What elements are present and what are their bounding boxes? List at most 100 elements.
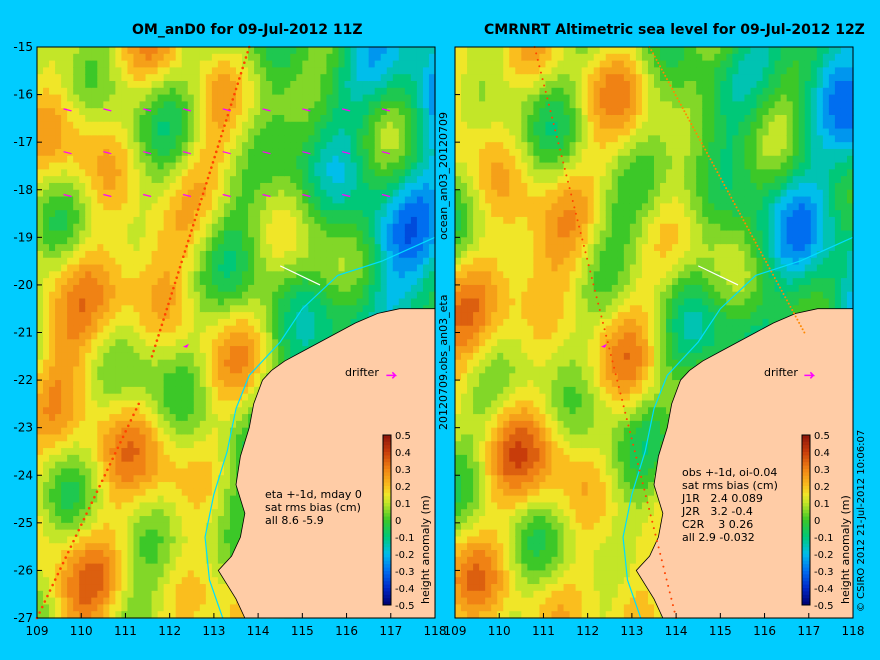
field-cell xyxy=(85,468,92,476)
field-cell xyxy=(211,420,219,429)
field-cell xyxy=(199,448,207,456)
field-cell xyxy=(181,114,189,123)
field-cell xyxy=(169,114,177,123)
field-cell xyxy=(43,318,50,327)
field-cell xyxy=(127,577,135,585)
field-cell xyxy=(187,196,195,204)
field-cell xyxy=(67,556,74,565)
field-cell xyxy=(139,264,147,272)
field-cell xyxy=(193,597,201,606)
field-cell xyxy=(127,352,135,361)
field-cell xyxy=(272,196,279,204)
field-cell xyxy=(211,74,219,82)
field-cell xyxy=(356,182,364,191)
field-cell xyxy=(284,155,291,164)
field-cell xyxy=(67,278,74,286)
field-cell xyxy=(145,216,153,225)
field-cell xyxy=(260,94,267,102)
field-cell xyxy=(91,291,98,300)
field-cell xyxy=(73,291,80,300)
field-cell xyxy=(229,366,237,374)
field-cell xyxy=(175,60,183,68)
field-cell xyxy=(320,87,328,96)
field-cell xyxy=(326,325,334,334)
field-cell xyxy=(97,250,104,259)
field-cell xyxy=(79,373,86,381)
field-cell xyxy=(55,121,62,130)
field-cell xyxy=(217,155,225,164)
field-cell xyxy=(260,74,267,82)
field-cell xyxy=(97,495,104,504)
field-cell xyxy=(127,448,135,456)
field-cell xyxy=(157,250,165,259)
field-cell xyxy=(145,94,153,102)
field-cell xyxy=(205,536,213,544)
field-cell xyxy=(211,230,219,238)
field-cell xyxy=(79,284,86,293)
field-cell xyxy=(169,189,177,198)
field-cell xyxy=(151,291,159,300)
field-cell xyxy=(43,346,50,354)
field-cell xyxy=(326,244,334,252)
field-cell xyxy=(73,318,80,327)
field-cell xyxy=(362,312,370,320)
field-cell xyxy=(169,352,177,361)
field-cell xyxy=(193,393,201,402)
field-cell xyxy=(181,461,189,470)
field-cell xyxy=(37,305,44,313)
field-cell xyxy=(121,366,129,374)
field-cell xyxy=(85,509,92,517)
field-cell xyxy=(61,67,68,75)
field-cell xyxy=(320,264,328,272)
field-cell xyxy=(386,230,394,238)
field-cell xyxy=(290,47,297,55)
field-cell xyxy=(326,128,334,136)
field-cell xyxy=(205,339,213,347)
field-cell xyxy=(278,346,285,354)
field-cell xyxy=(133,250,141,259)
field-cell xyxy=(229,60,237,68)
field-cell xyxy=(181,380,189,388)
field-cell xyxy=(248,359,255,368)
field-cell xyxy=(236,291,243,300)
field-cell xyxy=(121,291,129,300)
field-cell xyxy=(169,121,177,130)
field-cell xyxy=(211,393,219,402)
field-cell xyxy=(175,352,183,361)
field-cell xyxy=(272,182,279,191)
field-cell xyxy=(55,448,62,456)
field-cell xyxy=(103,312,110,320)
field-cell xyxy=(115,74,123,82)
field-cell xyxy=(344,60,352,68)
field-cell xyxy=(229,352,237,361)
field-cell xyxy=(97,536,104,544)
field-cell xyxy=(338,271,346,279)
field-cell xyxy=(121,516,129,524)
field-cell xyxy=(205,488,213,497)
field-cell xyxy=(103,101,110,109)
field-cell xyxy=(133,101,141,109)
field-cell xyxy=(205,380,213,388)
field-cell xyxy=(157,162,165,170)
field-cell xyxy=(229,495,237,504)
field-cell xyxy=(332,114,340,123)
field-cell xyxy=(229,162,237,170)
field-cell xyxy=(266,94,273,102)
field-cell xyxy=(157,101,165,109)
field-cell xyxy=(67,611,74,619)
field-cell xyxy=(290,94,297,102)
field-cell xyxy=(163,597,171,606)
field-cell xyxy=(157,182,165,191)
field-cell xyxy=(157,223,165,232)
field-cell xyxy=(43,271,50,279)
field-cell xyxy=(332,305,340,313)
field-cell xyxy=(296,80,303,89)
field-cell xyxy=(380,237,388,245)
field-cell xyxy=(49,210,56,218)
field-cell xyxy=(37,244,44,252)
field-cell xyxy=(199,284,207,293)
field-cell xyxy=(338,176,346,184)
field-cell xyxy=(211,250,219,259)
field-cell xyxy=(181,420,189,429)
field-cell xyxy=(91,475,98,483)
